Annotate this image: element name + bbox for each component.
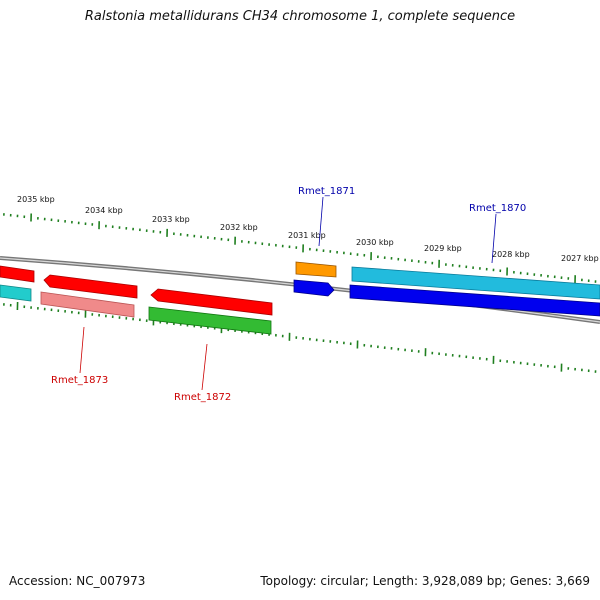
kbp-label-2035: 2035 kbp: [17, 195, 55, 204]
gene-pink-rmet-1873: [40, 291, 135, 318]
gene-label-rmet-1870[interactable]: Rmet_1870: [469, 203, 526, 214]
kbp-label-2034: 2034 kbp: [85, 206, 123, 215]
leader-rmet-1873: [79, 326, 85, 374]
map-title: Ralstonia metallidurans CH34 chromosome …: [84, 9, 516, 24]
gene-red-forward: [43, 274, 138, 299]
gene-red-left-edge: [0, 265, 35, 283]
gene-blue-large: [349, 284, 600, 317]
outer-tick-row: [3, 213, 597, 284]
gene-cyan-rmet-1870: [351, 266, 600, 300]
gene-label-rmet-1873[interactable]: Rmet_1873: [51, 375, 108, 386]
inner-tick-row: [3, 301, 597, 373]
kbp-label-2033: 2033 kbp: [152, 215, 190, 224]
gene-green-rmet-1872: [148, 306, 272, 335]
gene-label-rmet-1872[interactable]: Rmet_1872: [174, 392, 231, 403]
gene-blue-small: [293, 279, 335, 297]
gene-label-rmet-1871[interactable]: Rmet_1871: [298, 186, 355, 197]
kbp-label-2032: 2032 kbp: [220, 223, 258, 232]
kbp-label-2031: 2031 kbp: [288, 231, 326, 240]
topology-summary: Topology: circular; Length: 3,928,089 bp…: [260, 574, 590, 588]
leader-rmet-1872: [201, 343, 208, 391]
gene-red-forward-2: [150, 288, 273, 316]
gene-orange-rmet-1871: [295, 261, 337, 278]
accession-text: Accession: NC_007973: [9, 574, 146, 588]
kbp-label-2029: 2029 kbp: [424, 244, 462, 253]
leader-rmet-1870: [491, 213, 497, 264]
kbp-label-2030: 2030 kbp: [356, 238, 394, 247]
gene-cyan-left-edge: [0, 284, 32, 302]
kbp-label-2028: 2028 kbp: [492, 250, 530, 259]
kbp-label-2027: 2027 kbp: [561, 254, 599, 263]
leader-rmet-1871: [318, 196, 324, 247]
